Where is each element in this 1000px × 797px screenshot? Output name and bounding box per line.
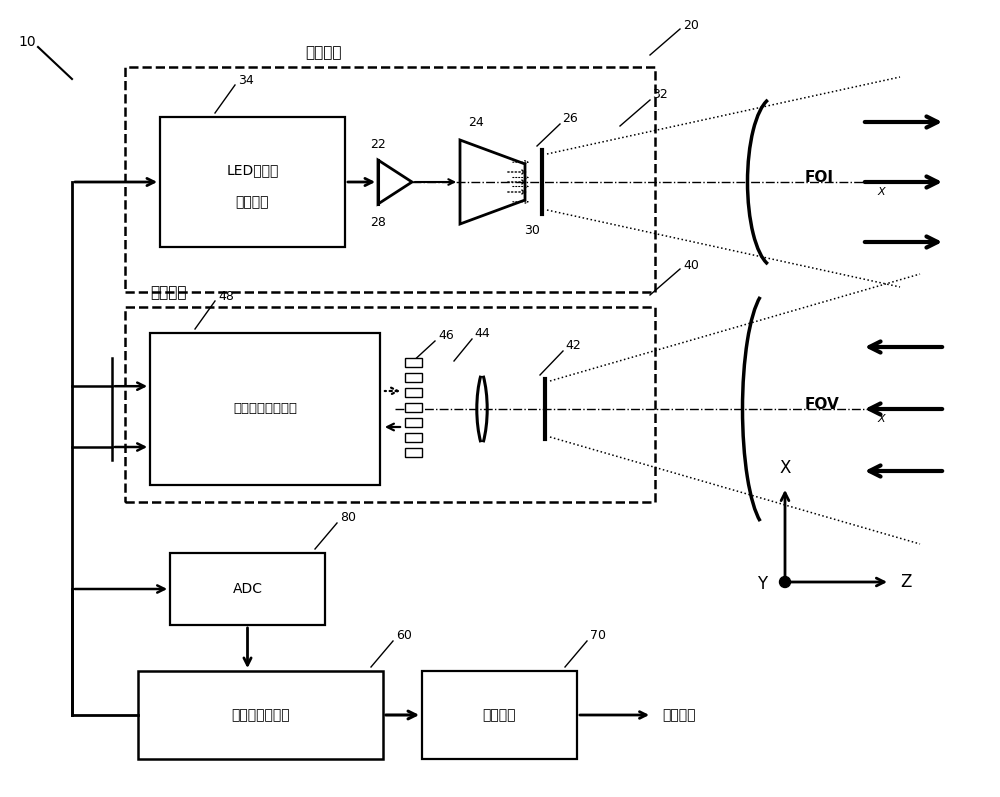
Text: 电子设备: 电子设备	[236, 195, 269, 209]
Text: Z: Z	[900, 573, 911, 591]
Bar	[160, 117, 345, 247]
Bar	[170, 553, 325, 625]
Text: 光发射器: 光发射器	[305, 45, 342, 60]
Bar	[405, 373, 422, 382]
Bar	[405, 418, 422, 427]
Text: 48: 48	[218, 290, 234, 303]
Bar	[405, 403, 422, 412]
Bar	[405, 433, 422, 442]
Text: 数据接口: 数据接口	[483, 708, 516, 722]
Text: ADC: ADC	[232, 582, 262, 596]
Circle shape	[780, 576, 790, 587]
Text: 模拟前端电子设备: 模拟前端电子设备	[233, 402, 297, 415]
Text: 34: 34	[238, 74, 254, 87]
Text: X: X	[877, 414, 885, 424]
Bar	[405, 388, 422, 397]
Text: 26: 26	[562, 112, 578, 125]
Text: 80: 80	[340, 511, 356, 524]
Text: 32: 32	[652, 88, 668, 101]
Bar	[125, 67, 655, 292]
Text: 20: 20	[683, 19, 699, 32]
Text: 60: 60	[396, 629, 412, 642]
Text: 70: 70	[590, 629, 606, 642]
Text: 40: 40	[683, 259, 699, 272]
Text: 44: 44	[474, 327, 490, 340]
Text: Y: Y	[757, 575, 767, 593]
Text: FOV: FOV	[805, 398, 840, 413]
Text: 10: 10	[18, 35, 36, 49]
Text: 22: 22	[370, 138, 386, 151]
Text: 控制和处理单元: 控制和处理单元	[231, 708, 290, 722]
Text: 输出数据: 输出数据	[662, 708, 695, 722]
Text: 24: 24	[468, 116, 484, 129]
Bar	[422, 671, 577, 759]
Bar	[150, 333, 380, 485]
Text: 30: 30	[524, 224, 540, 237]
Text: 42: 42	[565, 339, 581, 352]
Text: 28: 28	[370, 216, 386, 229]
Bar	[125, 307, 655, 502]
Bar	[138, 671, 383, 759]
Text: LED驱动器: LED驱动器	[226, 163, 279, 177]
Text: X: X	[877, 187, 885, 197]
Text: 光接收器: 光接收器	[150, 285, 186, 300]
Text: 46: 46	[438, 329, 454, 342]
Text: X: X	[779, 459, 791, 477]
Bar	[405, 448, 422, 457]
Text: FOI: FOI	[805, 171, 834, 186]
Bar	[405, 358, 422, 367]
